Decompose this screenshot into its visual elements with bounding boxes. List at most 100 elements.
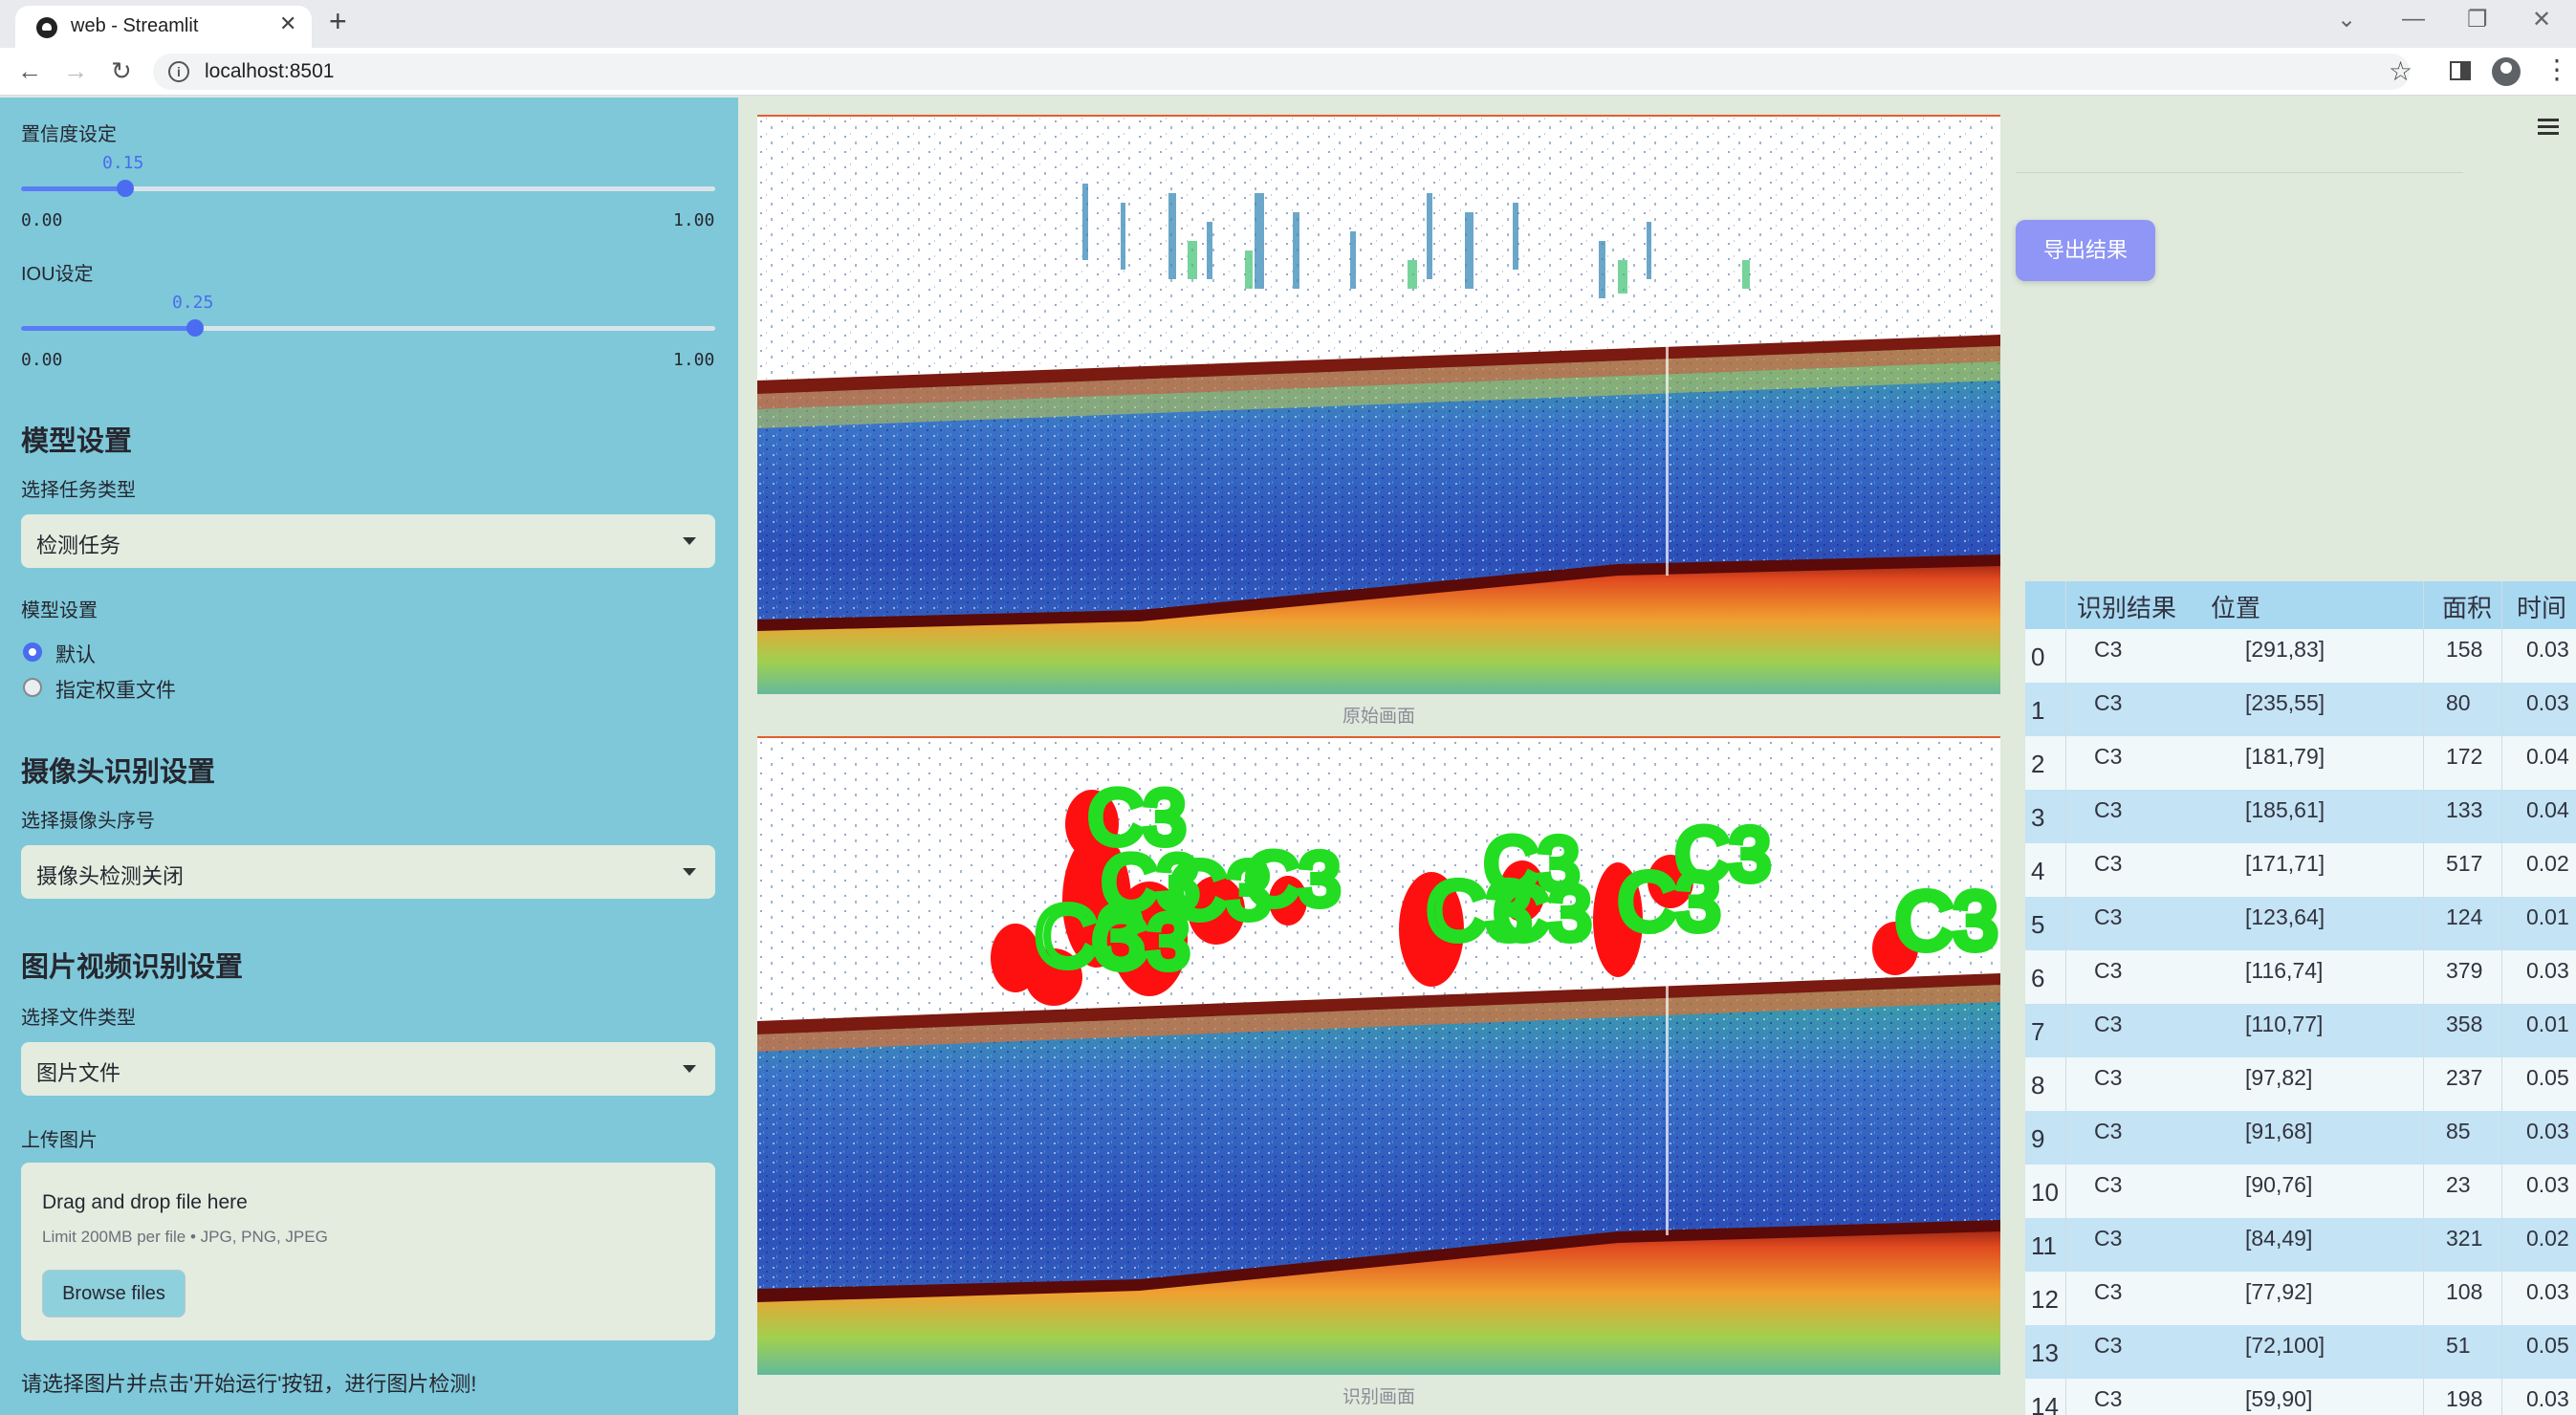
cell-position: [90,76] xyxy=(2245,1172,2313,1197)
table-row[interactable]: 4 C3 [171,71] 517 0.02 xyxy=(2025,843,2576,897)
detection-label-c3: C3 xyxy=(1102,839,1199,925)
camera-index-label: 选择摄像头序号 xyxy=(21,811,155,832)
close-window-icon[interactable]: ✕ xyxy=(2532,7,2552,33)
model-settings-label: 模型设置 xyxy=(21,600,98,621)
cell-area: 158 xyxy=(2446,637,2483,662)
browse-files-button[interactable]: Browse files xyxy=(42,1270,186,1317)
detection-label-c3: C3 xyxy=(1245,837,1341,921)
detected-sonar-image: C3 C3 C3 C3 C3 C3 C3 C3 C3 C3 C3 C3 xyxy=(757,738,2000,1375)
model-section-heading: 模型设置 xyxy=(21,426,133,457)
iou-label: IOU设定 xyxy=(21,264,94,285)
cell-time: 0.03 xyxy=(2526,1279,2569,1304)
original-sonar-image xyxy=(757,117,2000,694)
cell-result: C3 xyxy=(2094,1386,2123,1411)
table-row[interactable]: 9 C3 [91,68] 85 0.03 xyxy=(2025,1111,2576,1165)
bookmark-star-icon[interactable]: ☆ xyxy=(2389,56,2413,86)
minimize-icon[interactable]: — xyxy=(2402,6,2425,32)
row-index: 3 xyxy=(2031,803,2045,832)
radio-default-label[interactable]: 默认 xyxy=(55,644,96,666)
restore-icon[interactable]: ❐ xyxy=(2467,7,2488,33)
table-row[interactable]: 8 C3 [97,82] 237 0.05 xyxy=(2025,1057,2576,1111)
cell-position: [181,79] xyxy=(2245,744,2325,769)
cell-area: 198 xyxy=(2446,1386,2483,1411)
iou-slider-thumb[interactable] xyxy=(186,319,204,337)
url-text[interactable]: localhost:8501 xyxy=(205,60,335,82)
cell-area: 379 xyxy=(2446,958,2483,983)
cell-position: [59,90] xyxy=(2245,1386,2313,1411)
table-row[interactable]: 10 C3 [90,76] 23 0.03 xyxy=(2025,1165,2576,1218)
table-row[interactable]: 2 C3 [181,79] 172 0.04 xyxy=(2025,736,2576,790)
table-row[interactable]: 7 C3 [110,77] 358 0.01 xyxy=(2025,1004,2576,1057)
tab-title: web - Streamlit xyxy=(71,15,199,36)
address-bar[interactable]: i localhost:8501 xyxy=(153,54,2410,90)
col-area[interactable]: 面积 xyxy=(2442,594,2493,622)
back-icon[interactable]: ← xyxy=(17,56,42,85)
table-header: 识别结果 位置 面积 时间 xyxy=(2025,581,2576,629)
row-index: 6 xyxy=(2031,964,2045,992)
new-tab-icon[interactable]: + xyxy=(329,4,347,38)
camera-index-select[interactable]: 摄像头检测关闭 xyxy=(21,845,715,899)
detection-label-c3: C3 xyxy=(1092,899,1190,984)
table-row[interactable]: 14 C3 [59,90] 198 0.03 xyxy=(2025,1379,2576,1415)
cell-result: C3 xyxy=(2094,797,2123,822)
radio-weight-file[interactable] xyxy=(23,678,42,697)
task-type-value: 检测任务 xyxy=(36,533,121,557)
confidence-slider-fill xyxy=(21,186,125,191)
cell-time: 0.03 xyxy=(2526,958,2569,983)
browser-tab-bar: web - Streamlit ✕ + ⌄ — ❐ ✕ xyxy=(0,0,2576,48)
confidence-slider-thumb[interactable] xyxy=(117,180,134,197)
results-table[interactable]: 识别结果 位置 面积 时间 0 C3 [291,83] 158 0.03 1 C3 [235,… xyxy=(2025,581,2576,1415)
cell-result: C3 xyxy=(2094,1279,2123,1304)
confidence-slider[interactable] xyxy=(21,180,715,197)
col-position[interactable]: 位置 xyxy=(2211,594,2261,622)
divider xyxy=(2016,172,2463,173)
browser-menu-icon[interactable]: ⋮ xyxy=(2543,54,2570,84)
cell-position: [123,64] xyxy=(2245,904,2325,929)
row-index: 1 xyxy=(2031,696,2045,725)
row-index: 7 xyxy=(2031,1017,2045,1046)
forward-icon[interactable]: → xyxy=(63,56,88,85)
cell-area: 517 xyxy=(2446,851,2483,876)
side-panel-icon[interactable] xyxy=(2450,61,2471,80)
table-row[interactable]: 13 C3 [72,100] 51 0.05 xyxy=(2025,1325,2576,1379)
file-type-select[interactable]: 图片文件 xyxy=(21,1042,715,1096)
reload-icon[interactable]: ↻ xyxy=(111,56,132,85)
iou-value: 0.25 xyxy=(172,293,214,313)
detection-label-c3: C3 xyxy=(1494,870,1591,955)
task-type-select[interactable]: 检测任务 xyxy=(21,514,715,568)
cell-time: 0.01 xyxy=(2526,904,2569,929)
confidence-min: 0.00 xyxy=(21,210,63,230)
close-tab-icon[interactable]: ✕ xyxy=(279,11,297,35)
col-time[interactable]: 时间 xyxy=(2517,594,2567,622)
table-row[interactable]: 1 C3 [235,55] 80 0.03 xyxy=(2025,683,2576,736)
site-info-icon[interactable]: i xyxy=(168,61,189,82)
radio-default[interactable] xyxy=(23,642,42,662)
column-divider xyxy=(2065,581,2066,1415)
cell-time: 0.03 xyxy=(2526,690,2569,715)
row-index: 5 xyxy=(2031,910,2045,939)
file-type-value: 图片文件 xyxy=(36,1061,121,1085)
browser-tab[interactable]: web - Streamlit ✕ xyxy=(15,6,312,48)
cell-result: C3 xyxy=(2094,958,2123,983)
export-results-button[interactable]: 导出结果 xyxy=(2016,220,2155,281)
table-row[interactable]: 3 C3 [185,61] 133 0.04 xyxy=(2025,790,2576,843)
cell-time: 0.01 xyxy=(2526,1012,2569,1036)
table-row[interactable]: 6 C3 [116,74] 379 0.03 xyxy=(2025,950,2576,1004)
iou-max: 1.00 xyxy=(673,350,715,370)
col-result[interactable]: 识别结果 xyxy=(2077,594,2177,622)
iou-slider[interactable] xyxy=(21,319,715,337)
radio-weight-file-label[interactable]: 指定权重文件 xyxy=(55,680,176,702)
detection-label-c3: C3 xyxy=(1675,812,1771,896)
table-row[interactable]: 5 C3 [123,64] 124 0.01 xyxy=(2025,897,2576,950)
cell-time: 0.03 xyxy=(2526,637,2569,662)
hamburger-menu-icon[interactable] xyxy=(2538,119,2559,139)
cell-result: C3 xyxy=(2094,637,2123,662)
row-index: 2 xyxy=(2031,750,2045,778)
table-row[interactable]: 0 C3 [291,83] 158 0.03 xyxy=(2025,629,2576,683)
tab-search-chevron-icon[interactable]: ⌄ xyxy=(2337,7,2357,33)
profile-avatar-icon[interactable] xyxy=(2492,57,2521,86)
file-dropzone[interactable]: Drag and drop file here Limit 200MB per … xyxy=(21,1163,715,1340)
table-row[interactable]: 12 C3 [77,92] 108 0.03 xyxy=(2025,1272,2576,1325)
table-row[interactable]: 11 C3 [84,49] 321 0.02 xyxy=(2025,1218,2576,1272)
cell-time: 0.03 xyxy=(2526,1172,2569,1197)
